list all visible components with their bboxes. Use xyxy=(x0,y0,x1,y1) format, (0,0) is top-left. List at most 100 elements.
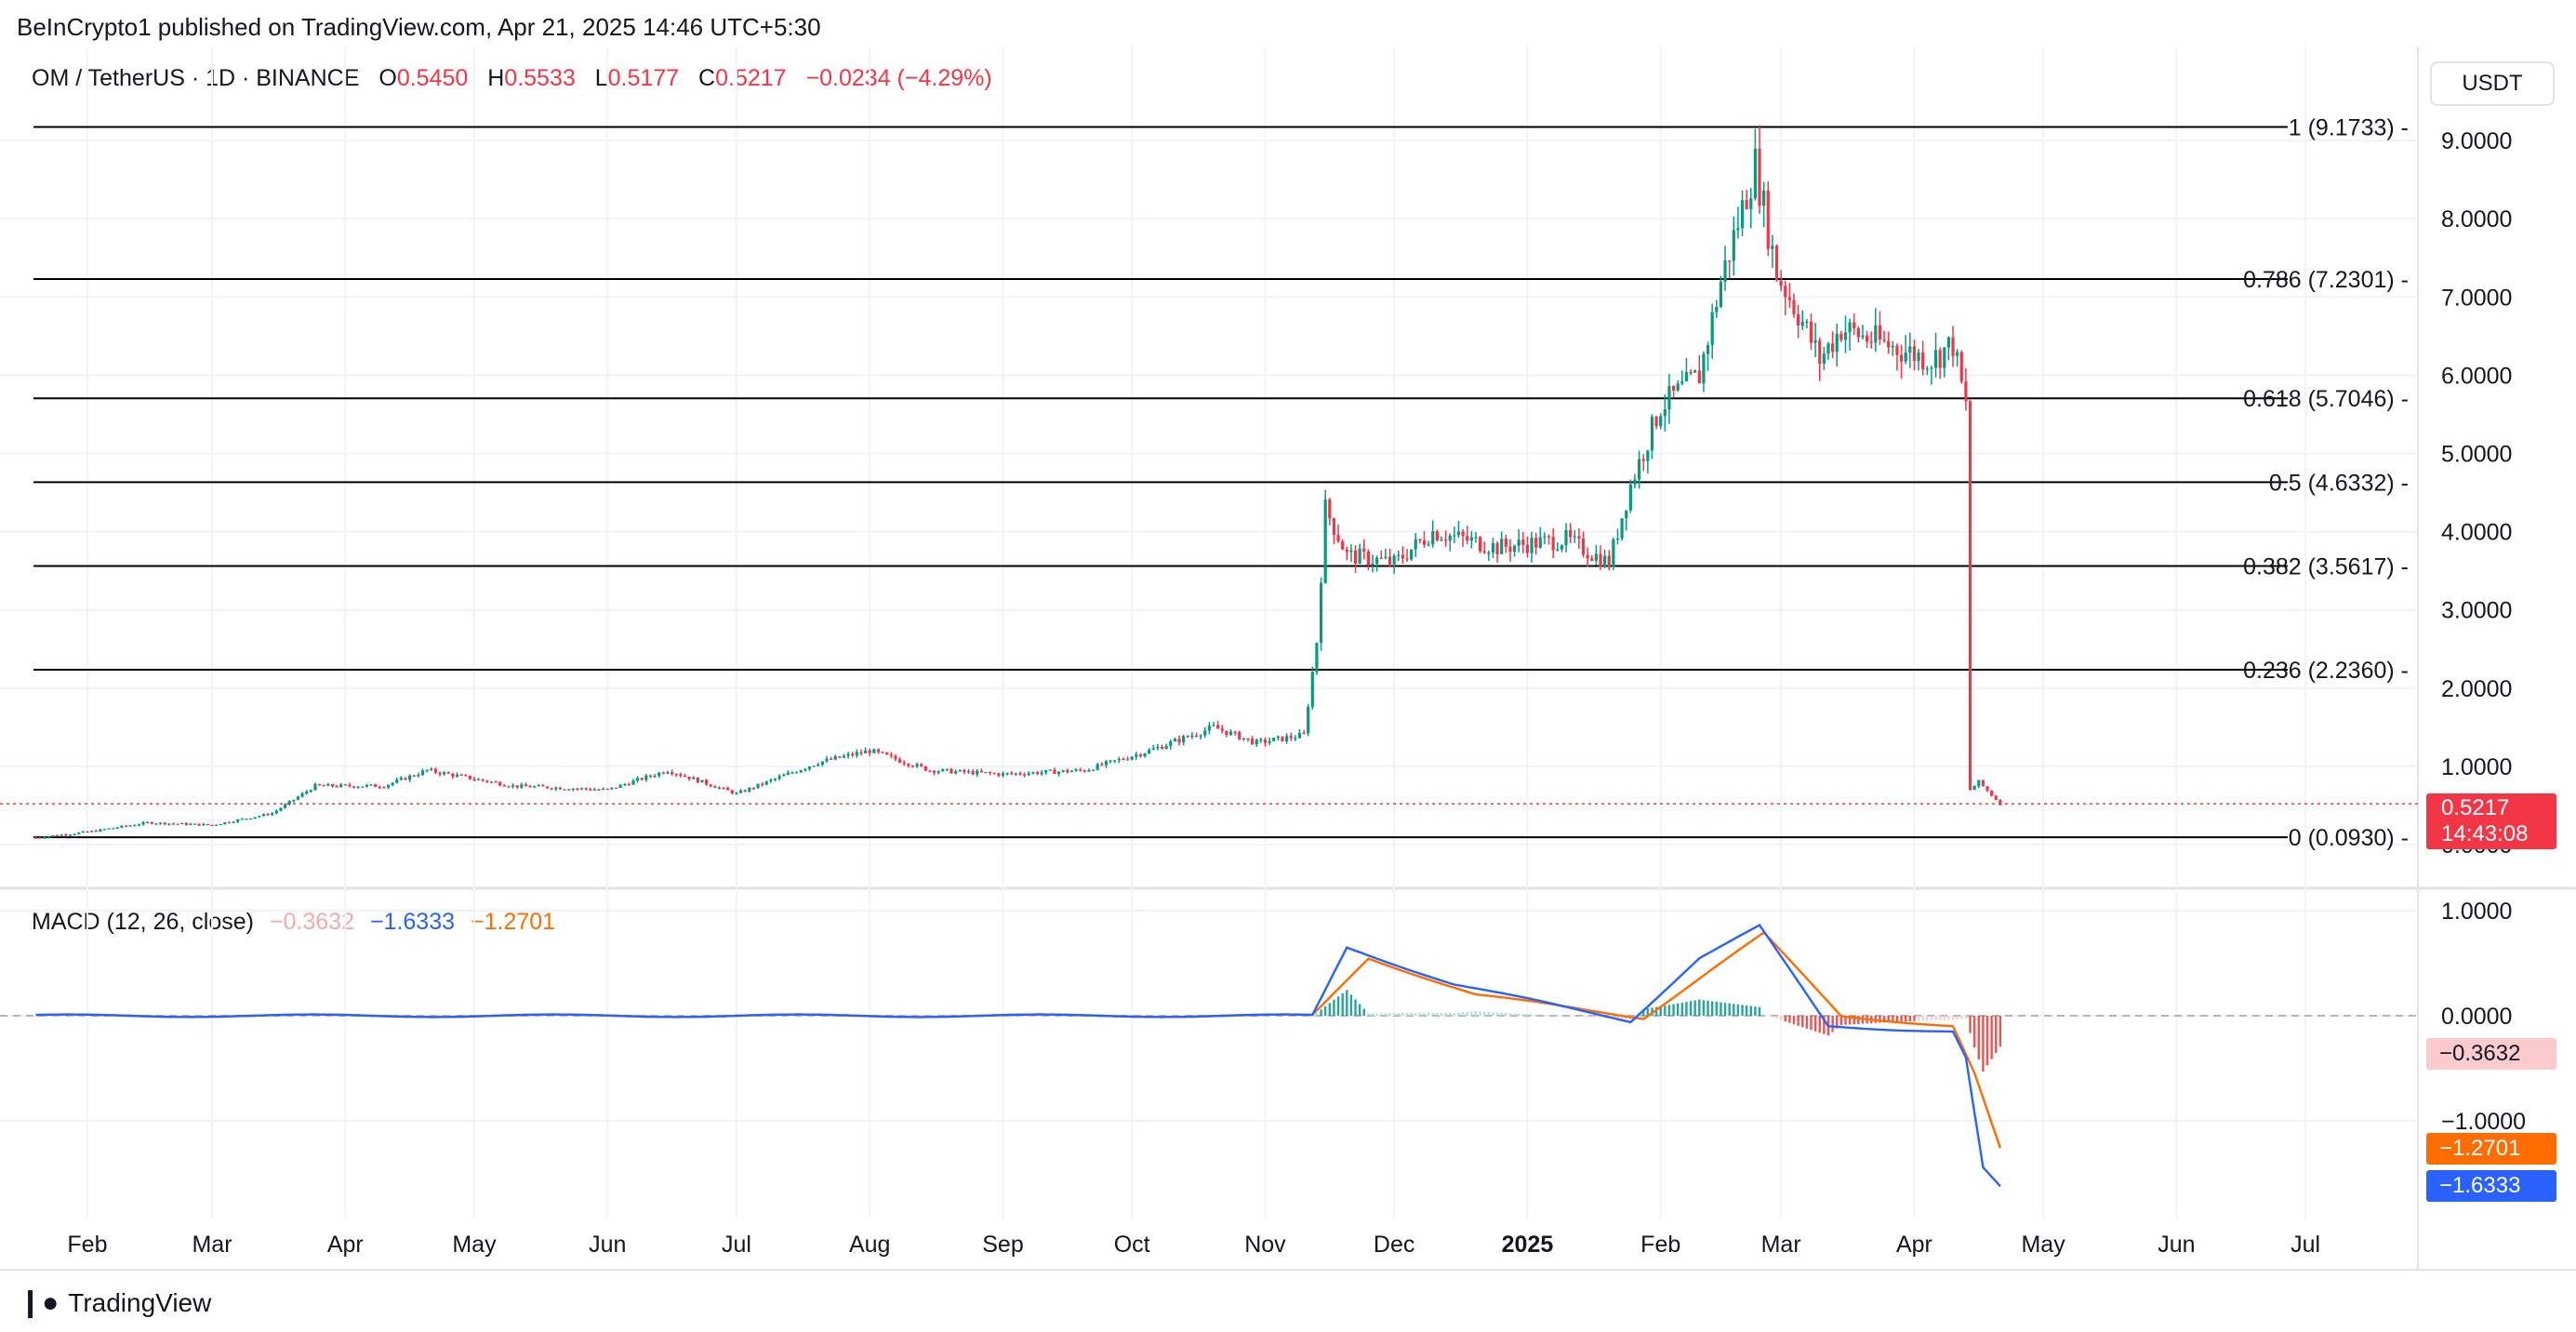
macd-hist-tag: −0.3632 xyxy=(2426,1038,2556,1070)
candle-body xyxy=(644,775,648,780)
candle-body xyxy=(1005,773,1009,775)
candle-body xyxy=(300,793,304,797)
candle-body xyxy=(386,784,391,788)
price-tick-label: 6.0000 xyxy=(2441,363,2512,389)
candle-body xyxy=(1125,759,1130,761)
candle-body xyxy=(1964,381,1968,402)
candle-body xyxy=(1135,754,1138,757)
close-value: 0.5217 xyxy=(715,65,787,91)
candle-body xyxy=(236,819,240,822)
candle-body xyxy=(339,784,343,787)
tradingview-logo[interactable]: ❙● TradingView xyxy=(19,1286,211,1319)
candle-body xyxy=(1302,732,1306,735)
candle-body xyxy=(378,787,381,789)
candle-body xyxy=(563,789,566,791)
candle-body xyxy=(1297,732,1302,739)
candle-body xyxy=(1543,536,1547,538)
time-tick-label: Feb xyxy=(1640,1232,1680,1258)
candle-body xyxy=(1684,372,1689,382)
candle-body xyxy=(846,753,850,756)
candle-body xyxy=(657,772,661,777)
candle-body xyxy=(1787,297,1791,300)
candle-body xyxy=(1831,343,1835,353)
candle-body xyxy=(1216,725,1220,729)
candle-body xyxy=(1056,771,1061,775)
candle-body xyxy=(700,779,704,783)
candle-body xyxy=(223,821,227,825)
candle-body xyxy=(807,766,812,769)
candle-body xyxy=(1865,335,1869,342)
candle-body xyxy=(317,783,322,786)
candle-body xyxy=(1148,750,1151,754)
candle-body xyxy=(915,764,919,767)
symbol-name[interactable]: OM / TetherUS · 1D · BINANCE xyxy=(32,65,360,91)
candle-body xyxy=(761,783,764,785)
candle-body xyxy=(1556,549,1560,551)
candle-body xyxy=(1702,353,1706,384)
candle-body xyxy=(1251,738,1255,745)
macd-legend-label[interactable]: MACD (12, 26, close) xyxy=(32,909,254,935)
candle-body xyxy=(558,787,563,790)
candle-body xyxy=(1861,335,1865,338)
candle-body xyxy=(1082,770,1086,772)
candle-body xyxy=(348,784,352,787)
candle-body xyxy=(1899,354,1904,362)
candle-body xyxy=(485,780,489,782)
candle-body xyxy=(1719,281,1723,307)
candle-body xyxy=(128,825,132,827)
time-tick-label: Mar xyxy=(1761,1232,1801,1258)
candle-body xyxy=(795,772,799,774)
candle-body xyxy=(1569,529,1573,538)
candle-body xyxy=(1538,537,1542,548)
candle-body xyxy=(1495,542,1499,554)
candle-body xyxy=(1207,726,1211,731)
candle-body xyxy=(1972,786,1976,791)
candle-body xyxy=(1521,539,1525,545)
candle-body xyxy=(1551,537,1555,551)
candle-body xyxy=(1190,735,1194,738)
candle-body xyxy=(1379,557,1383,559)
candle-body xyxy=(748,787,751,792)
candle-body xyxy=(1891,345,1894,348)
currency-button[interactable]: USDT xyxy=(2430,61,2555,106)
candle-body xyxy=(1284,736,1289,741)
candle-body xyxy=(206,823,209,826)
high-value: 0.5533 xyxy=(504,65,576,91)
candle-body xyxy=(1418,539,1422,541)
candle-body xyxy=(417,775,420,777)
candle-body xyxy=(1586,554,1589,559)
candle-body xyxy=(722,787,725,789)
candle-body xyxy=(150,821,153,824)
candle-body xyxy=(1968,401,1972,791)
candle-body xyxy=(476,779,481,780)
time-tick-label: Jun xyxy=(2158,1232,2195,1258)
macd-tick-label: −1.0000 xyxy=(2441,1109,2526,1135)
candle-body xyxy=(941,768,945,772)
candle-body xyxy=(777,776,781,779)
candle-body xyxy=(799,770,803,773)
candle-body xyxy=(1835,333,1839,353)
candle-body xyxy=(1943,347,1946,368)
candle-body xyxy=(1753,148,1758,199)
candle-body xyxy=(1349,550,1353,553)
candle-body xyxy=(1023,774,1027,776)
candle-body xyxy=(1130,756,1134,760)
candle-body xyxy=(1946,337,1951,348)
candle-body xyxy=(1328,500,1332,519)
candle-body xyxy=(1779,280,1783,286)
candle-body xyxy=(1826,343,1830,354)
candle-body xyxy=(1233,731,1237,733)
candle-body xyxy=(1143,753,1147,756)
candle-body xyxy=(1951,337,1955,356)
candle-body xyxy=(876,749,881,753)
candle-body xyxy=(1414,539,1417,550)
candle-body xyxy=(1500,539,1504,554)
candle-body xyxy=(786,772,790,775)
candle-body xyxy=(963,769,966,773)
last-price-value: 0.5217 xyxy=(2441,795,2510,820)
fib-level-label: 1 (9.1733) - xyxy=(2289,115,2409,141)
candle-body xyxy=(661,772,665,774)
candle-body xyxy=(163,822,166,825)
candle-body xyxy=(258,816,261,818)
